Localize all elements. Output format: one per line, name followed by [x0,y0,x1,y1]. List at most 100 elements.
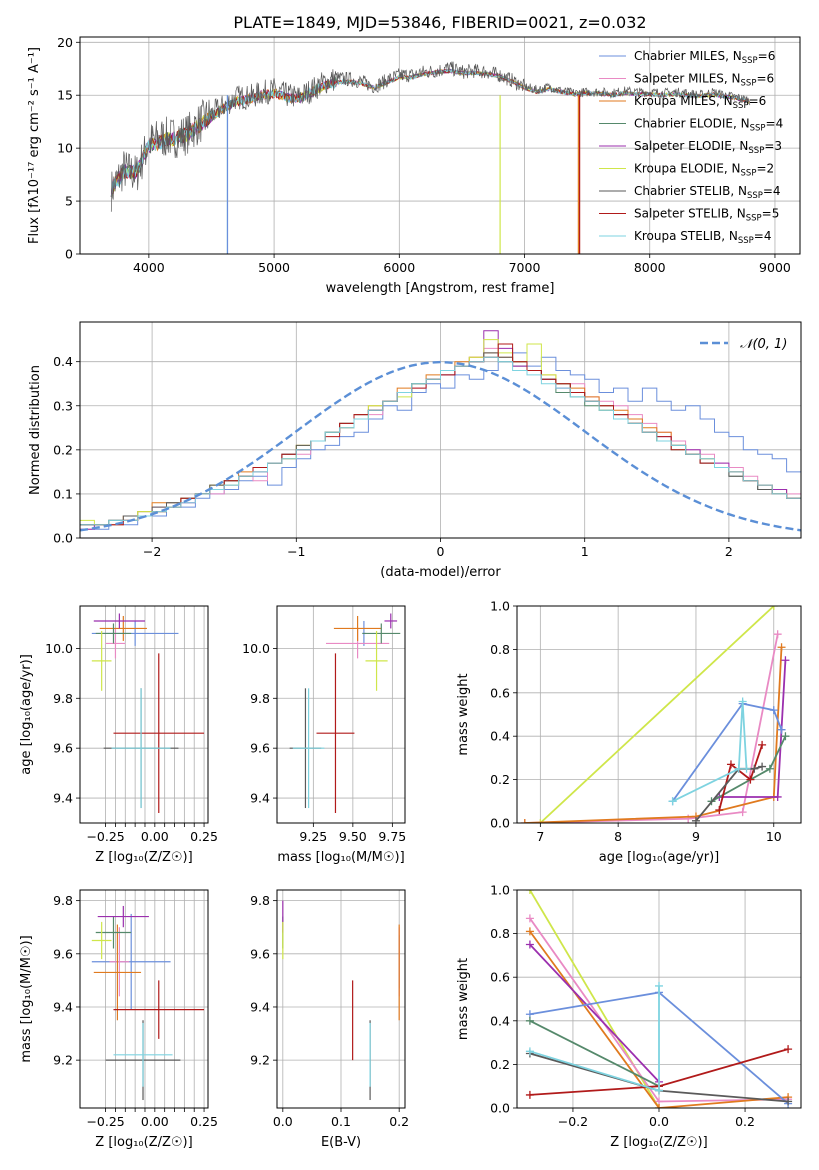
histogram-step [80,356,801,526]
mass-weight-marker [525,927,534,936]
mass-weight-marker [746,775,755,784]
x-axis-label: wavelength [Angstrom, rest frame] [326,281,555,296]
axes-frame [79,36,801,255]
mass-weight-line [671,702,783,802]
y-tick-label: 9.4 [53,999,73,1014]
mass-weight-marker [655,1104,663,1108]
y-tick-label: 5 [65,194,73,209]
model-spectrum-line [110,68,750,197]
legend-entry: Kroupa ELODIE, NSSP=2 [634,162,774,179]
y-tick-label: 9.8 [250,691,270,706]
x-axis-label: mass [log₁₀(M/M☉)] [277,850,404,865]
histogram-step [80,339,801,526]
grid [80,322,801,539]
mass-weight-marker [742,764,751,773]
mass-weight-marker [781,656,790,665]
y-tick-label: 0.6 [490,970,510,985]
mass-weight-marker [525,1090,534,1099]
mass-weight-marker [525,940,534,949]
x-axis-label: Z [log₁₀(Z/Z☉)] [95,1135,192,1150]
x-tick-label: 2 [725,544,733,559]
mass-weight-marker [773,792,782,801]
errorbar-point [109,927,130,997]
y-tick-label: 0.2 [490,1057,510,1072]
panel-age-vs-metallicity: −0.25 0.00 0.25 9.4 9.6 9.8 10.0 Z [log₁₀(Z/Z☉)… [19,605,218,865]
y-tick-label: 9.6 [53,741,73,756]
panel-mass-vs-metallicity: −0.25 0.00 0.25 9.2 9.4 9.6 9.8 Z [log₁₀(Z/Z☉)]… [19,889,218,1150]
mass-weight-marker [750,764,759,773]
y-tick-label: 9.2 [53,1053,73,1068]
x-tick-label: 9.50 [339,829,367,844]
y-tick-label: 0.8 [490,642,510,657]
x-tick-label: 0.2 [389,1114,409,1129]
plot-area [520,606,790,823]
errorbar-point [93,613,145,629]
grid [277,890,405,1108]
mass-weight-marker [769,706,778,715]
axes-frame [79,889,209,1109]
y-tick-label: 9.8 [53,691,73,706]
panel-mass-weight-vs-metallicity: −0.2 0.0 0.2 0.0 0.2 0.4 0.6 0.8 1.0 Z [log₁₀(Z/Z… [456,883,802,1150]
histogram-step [80,343,801,526]
plot-area [91,613,205,814]
model-spectrum-line [110,67,750,197]
x-tick-label: 0.0 [649,1114,669,1129]
mass-weight-line [672,701,748,803]
y-tick-label: 0.2 [490,772,510,787]
y-tick-label: 1.0 [490,599,510,614]
legend-entry: Kroupa MILES, NSSP=6 [634,94,766,111]
model-spectrum-line [110,68,750,198]
x-tick-label: −0.25 [86,829,124,844]
panels: 4000 5000 6000 7000 8000 900005101520waveleng… [19,35,802,1150]
gaussian-legend-label: 𝒩(0, 1) [740,337,787,352]
legend-entry: Salpeter ELODIE, NSSP=3 [634,139,782,156]
mass-weight-line [539,606,775,823]
y-tick-label: 9.4 [250,791,270,806]
errorbar-point [113,1022,173,1087]
observed-spectrum-line [110,61,751,212]
panel-spectrum: 4000 5000 6000 7000 8000 9000 0 5 10 15 20 waveleng… [27,35,801,296]
y-tick-label: 9.4 [250,999,270,1014]
x-tick-label: 8000 [634,260,666,275]
x-tick-label: 9 [692,829,700,844]
y-axis-label: Normed distribution [28,365,43,495]
y-tick-label: 0.4 [490,1013,510,1028]
y-tick-label: 10.0 [242,641,270,656]
y-tick-label: 0.0 [490,1101,510,1116]
mass-weight-marker [738,697,747,706]
spectrum-legend: Chabrier MILES, NSSP=6 Salpeter MILES, NS… [599,49,783,246]
mass-weight-marker [765,764,774,773]
legend-entry: Salpeter MILES, NSSP=6 [634,72,774,89]
y-axis-label: age [log₁₀(age/yr)] [19,654,34,775]
x-tick-label: 9.75 [378,829,406,844]
mass-weight-line [529,943,660,1083]
y-tick-label: 1.0 [490,883,510,898]
plot-area [282,900,400,1101]
grid [517,605,801,824]
mass-weight-marker [715,805,724,814]
errorbar-point [91,630,112,691]
y-tick-label: 0.2 [53,442,73,457]
mass-weight-marker [691,816,700,823]
y-tick-label: 10 [57,141,73,156]
x-tick-label: −1 [287,544,305,559]
x-tick-label: 7000 [509,260,541,275]
mass-weight-line [529,1019,660,1088]
grid [80,606,208,823]
y-tick-label: 10.0 [45,641,73,656]
plot-area [80,330,801,532]
figure-title: PLATE=1849, MJD=53846, FIBERID=0021, z=0… [233,13,646,32]
x-axis-label: Z [log₁₀(Z/Z☉)] [95,850,192,865]
mass-weight-marker [781,732,790,741]
x-tick-label: 0.1 [331,1114,351,1129]
model-spectrum-line [110,68,750,197]
mass-weight-marker [769,606,778,610]
x-tick-label: −2 [143,544,161,559]
mass-weight-marker [738,808,747,817]
x-tick-label: 1 [581,544,589,559]
gaussian-curve [80,360,801,532]
grid [80,890,208,1108]
plot-area [110,61,751,254]
panel-age-vs-mass: 9.25 9.50 9.75 9.4 9.6 9.8 10.0 mass [log₁₀(M/M… [242,605,406,865]
